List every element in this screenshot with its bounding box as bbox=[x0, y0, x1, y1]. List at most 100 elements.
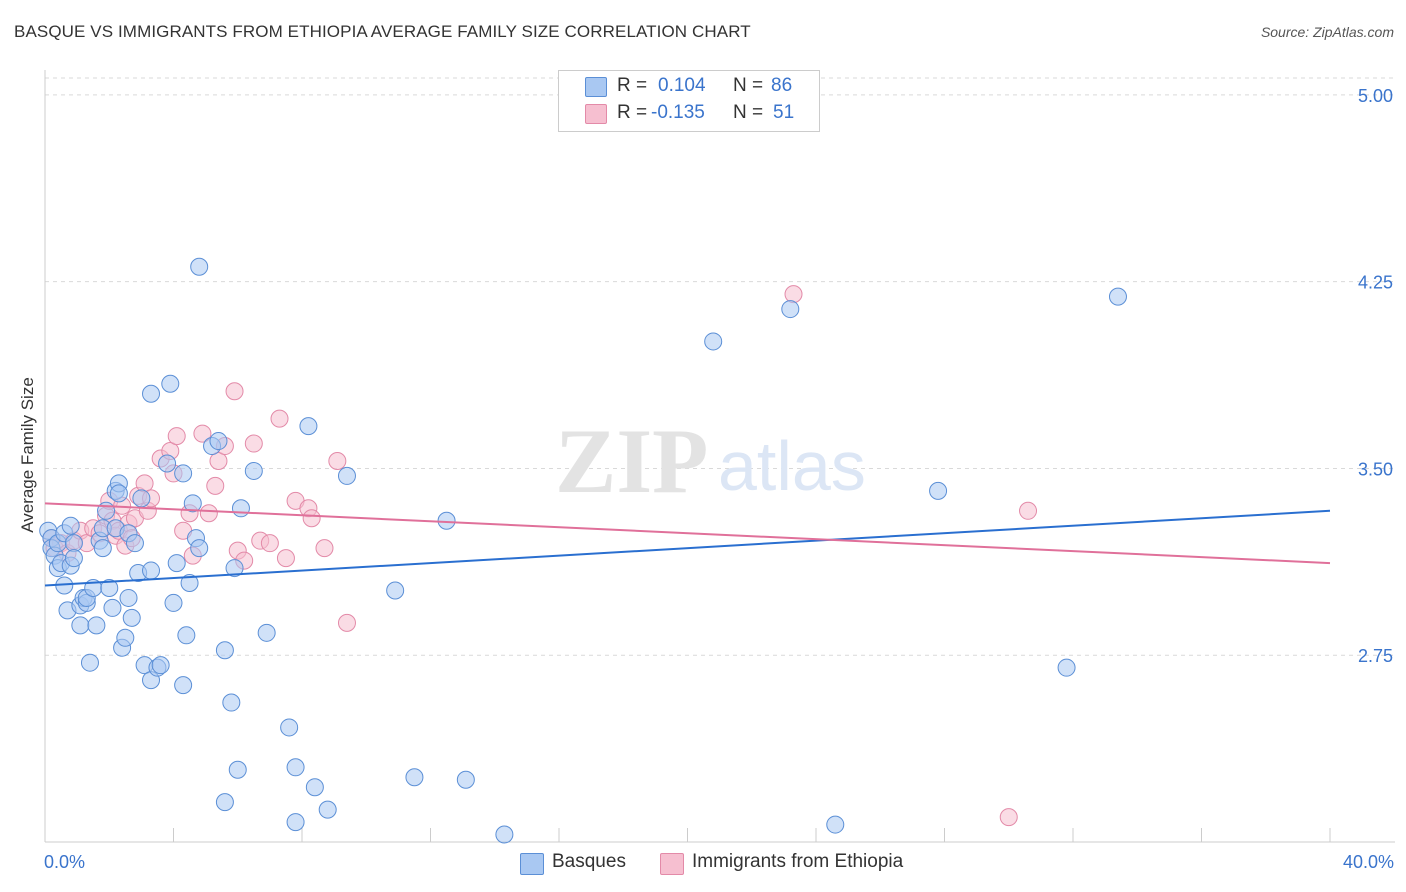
point-basques bbox=[1057, 658, 1076, 677]
legend-n-label: N = bbox=[733, 102, 764, 123]
y-axis-label: Average Family Size bbox=[18, 377, 37, 533]
point-basques bbox=[318, 800, 337, 819]
point-ethiopia bbox=[999, 808, 1018, 827]
chart-title: BASQUE VS IMMIGRANTS FROM ETHIOPIA AVERA… bbox=[14, 22, 751, 41]
legend-row-basques: R = 0.104 N = 86 bbox=[559, 73, 819, 99]
x-axis-max-label: 40.0% bbox=[1342, 852, 1394, 872]
point-basques bbox=[180, 574, 199, 593]
bottom-legend-swatch-ethiopia bbox=[660, 853, 684, 875]
watermark: ZIP atlas bbox=[555, 410, 866, 512]
point-ethiopia bbox=[199, 504, 218, 523]
point-basques bbox=[215, 793, 234, 812]
point-basques bbox=[280, 718, 299, 737]
point-basques bbox=[286, 758, 305, 777]
point-ethiopia bbox=[302, 509, 321, 528]
x-axis-min-label: 0.0% bbox=[44, 852, 86, 872]
point-basques bbox=[174, 676, 193, 695]
point-ethiopia bbox=[244, 434, 263, 453]
series-ethiopia-points bbox=[42, 285, 1038, 827]
bottom-legend-label-ethiopia: Immigrants from Ethiopia bbox=[692, 851, 904, 872]
legend-r-value: 0.104 bbox=[658, 75, 706, 96]
series-basques-points bbox=[39, 257, 1127, 844]
point-basques bbox=[132, 489, 151, 508]
point-ethiopia bbox=[167, 427, 186, 446]
point-basques bbox=[299, 417, 318, 436]
watermark-atlas: atlas bbox=[718, 427, 866, 505]
point-basques bbox=[71, 616, 90, 635]
point-basques bbox=[80, 653, 99, 672]
trend-line-basques bbox=[44, 509, 1331, 587]
point-basques bbox=[405, 768, 424, 787]
point-ethiopia bbox=[270, 409, 289, 428]
point-basques bbox=[167, 554, 186, 573]
point-ethiopia bbox=[260, 534, 279, 553]
point-basques bbox=[228, 760, 247, 779]
point-basques bbox=[64, 549, 83, 568]
point-basques bbox=[103, 598, 122, 617]
point-basques bbox=[93, 539, 112, 558]
point-basques bbox=[209, 432, 228, 451]
point-basques bbox=[257, 623, 276, 642]
point-basques bbox=[386, 581, 405, 600]
point-ethiopia bbox=[209, 451, 228, 470]
point-basques bbox=[929, 481, 948, 500]
point-basques bbox=[177, 626, 196, 645]
bottom-legend-label-basques: Basques bbox=[552, 851, 626, 872]
point-basques bbox=[122, 608, 141, 627]
legend-n-value: 86 bbox=[771, 75, 793, 96]
point-basques bbox=[87, 616, 106, 635]
legend-swatch-ethiopia bbox=[585, 104, 607, 124]
y-tick-labels: 2.75 3.50 4.25 5.00 bbox=[1358, 86, 1393, 666]
legend-r-label: R = bbox=[617, 75, 648, 96]
axes bbox=[44, 70, 1395, 843]
point-basques bbox=[161, 374, 180, 393]
point-basques bbox=[109, 484, 128, 503]
point-basques bbox=[456, 770, 475, 789]
point-basques bbox=[337, 466, 356, 485]
point-basques bbox=[61, 516, 80, 535]
legend-n-label: N = bbox=[733, 75, 764, 96]
legend-row-ethiopia: R = -0.135 N = 51 bbox=[559, 100, 819, 126]
point-basques bbox=[125, 534, 144, 553]
point-basques bbox=[244, 461, 263, 480]
point-basques bbox=[704, 332, 723, 351]
point-ethiopia bbox=[206, 476, 225, 495]
point-ethiopia bbox=[328, 451, 347, 470]
point-ethiopia bbox=[337, 613, 356, 632]
y-tick-label: 3.50 bbox=[1358, 459, 1393, 479]
point-basques bbox=[164, 593, 183, 612]
point-basques bbox=[305, 778, 324, 797]
point-basques bbox=[158, 454, 177, 473]
point-basques bbox=[826, 815, 845, 834]
point-ethiopia bbox=[276, 549, 295, 568]
watermark-zip: ZIP bbox=[555, 410, 708, 512]
point-basques bbox=[116, 628, 135, 647]
point-basques bbox=[174, 464, 193, 483]
point-basques bbox=[495, 825, 514, 844]
point-ethiopia bbox=[784, 285, 803, 304]
point-basques bbox=[142, 384, 161, 403]
point-ethiopia bbox=[1019, 501, 1038, 520]
source-label: Source: ZipAtlas.com bbox=[1260, 24, 1394, 40]
y-tick-label: 5.00 bbox=[1358, 86, 1393, 106]
point-basques bbox=[97, 501, 116, 520]
point-basques bbox=[142, 561, 161, 580]
point-basques bbox=[119, 588, 138, 607]
legend-r-label: R = bbox=[617, 102, 648, 123]
legend-swatch-basques bbox=[585, 77, 607, 97]
point-basques bbox=[215, 641, 234, 660]
y-tick-label: 4.25 bbox=[1358, 273, 1393, 293]
point-ethiopia bbox=[135, 474, 154, 493]
trend-line-ethiopia bbox=[44, 502, 1331, 565]
point-basques bbox=[222, 693, 241, 712]
point-basques bbox=[231, 499, 250, 518]
point-basques bbox=[100, 578, 119, 597]
legend-n-value: 51 bbox=[773, 102, 795, 123]
bottom-legend-swatch-basques bbox=[520, 853, 544, 875]
point-ethiopia bbox=[225, 382, 244, 401]
point-basques bbox=[225, 559, 244, 578]
point-basques bbox=[151, 656, 170, 675]
point-basques bbox=[190, 257, 209, 276]
correlation-legend: R = 0.104 N = 86 R = -0.135 N = 51 bbox=[558, 70, 820, 132]
